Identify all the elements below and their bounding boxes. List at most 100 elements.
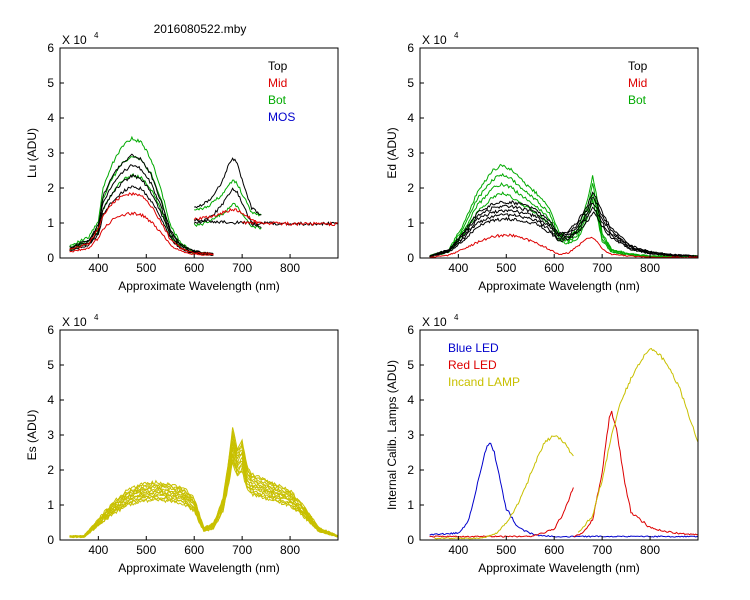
x-tick-label: 400 [448,543,468,557]
series-line-top [69,173,214,256]
x-tick-label: 500 [136,261,156,275]
y-tick-label: 6 [47,323,54,337]
x-tick-label: 600 [184,543,204,557]
x-tick-label: 400 [88,543,108,557]
x-tick-label: 800 [640,261,660,275]
series-line-mid [429,233,698,258]
series-line-bot [193,202,262,230]
y-tick-label: 6 [47,41,54,55]
series-line-incand-lamp-segment- [434,435,574,540]
x-tick-label: 500 [496,543,516,557]
series-line-red-led-segment- [429,487,574,538]
series-line-top [429,197,698,257]
y-axis-label: Internal Calib. Lamps (ADU) [385,360,399,510]
series-line-incand-lamp [577,347,698,533]
legend-entry: Top [268,59,288,73]
x-tick-label: 700 [232,261,252,275]
y-tick-label: 4 [407,393,414,407]
y-tick-label: 5 [407,76,414,90]
series-line-red-led [573,410,698,538]
y-tick-label: 4 [407,111,414,125]
y-tick-label: 1 [47,498,54,512]
legend-entry: Bot [268,93,287,107]
series-line-top [194,157,262,216]
y-axis-label: Lu (ADU) [25,128,39,178]
y-tick-label: 2 [407,181,414,195]
chart-panel-3: 400 500 600 700 800 0 1 2 3 4 5 6 X 10 4 Approximate W… [25,313,339,575]
plot-frame [419,47,699,259]
series-line-es [69,427,338,537]
y-tick-label: 1 [47,216,54,230]
series-line-mid [241,220,338,227]
y-tick-label: 5 [47,76,54,90]
legend-entry: Incand LAMP [448,375,520,389]
x-tick-label: 500 [136,543,156,557]
exponent-superscript: 4 [454,31,459,40]
y-tick-label: 0 [407,251,414,265]
series-line-bot [194,179,262,217]
legend-entry: Blue LED [448,341,499,355]
y-tick-label: 5 [407,358,414,372]
y-tick-label: 4 [47,393,54,407]
y-tick-label: 6 [407,323,414,337]
series-group [429,347,698,540]
exponent-label: X 10 [62,33,87,47]
x-tick-label: 800 [640,543,660,557]
x-tick-label: 600 [544,543,564,557]
x-tick-label: 500 [496,261,516,275]
legend-entry: Red LED [448,358,497,372]
y-axis-label: Es (ADU) [25,410,39,461]
exponent-superscript: 4 [94,313,99,322]
y-tick-label: 3 [47,428,54,442]
x-tick-label: 400 [448,261,468,275]
series-line-es [69,443,338,538]
x-tick-label: 700 [592,261,612,275]
series-line-top [429,206,698,258]
exponent-label: X 10 [422,33,447,47]
series-line-es [69,446,338,538]
y-tick-label: 3 [407,428,414,442]
series-group [69,135,338,256]
y-tick-label: 2 [47,463,54,477]
x-axis-label: Approximate Wavelength (nm) [478,561,640,575]
chart-panel-2: 400 500 600 700 800 0 1 2 3 4 5 6 X 10 4 Approximate W… [385,31,699,293]
series-line-mid [69,191,214,256]
y-tick-label: 3 [47,146,54,160]
series-line-mid [193,207,262,224]
y-tick-label: 2 [407,463,414,477]
y-tick-label: 1 [407,216,414,230]
y-tick-label: 0 [407,533,414,547]
series-line-es [69,448,338,538]
series-line-blue-led [429,442,698,538]
legend-entry: Mid [268,76,287,90]
exponent-label: X 10 [422,315,447,329]
series-line-es [69,437,338,538]
x-tick-label: 800 [280,261,300,275]
y-tick-label: 6 [407,41,414,55]
figure-title: 2016080522.mby [154,22,247,36]
y-tick-label: 3 [407,146,414,160]
series-line-top [69,153,214,255]
y-tick-label: 0 [47,533,54,547]
series-line-es [69,430,338,538]
series-line-mid [69,211,214,256]
series-line-es [69,439,338,538]
x-tick-label: 600 [544,261,564,275]
y-tick-label: 4 [47,111,54,125]
chart-panel-1: 400 500 600 700 800 0 1 2 3 4 5 6 X 10 4 Approximate W… [25,31,339,293]
series-line-es [69,434,338,538]
series-line-bot [429,172,698,258]
legend-entry: Top [628,59,648,73]
x-axis-label: Approximate Wavelength (nm) [118,561,280,575]
x-tick-label: 700 [592,543,612,557]
exponent-superscript: 4 [94,31,99,40]
y-tick-label: 0 [47,251,54,265]
series-line-es [69,454,338,538]
legend-entry: Mid [628,76,647,90]
plot-frame [59,47,339,259]
x-tick-label: 800 [280,543,300,557]
exponent-superscript: 4 [454,313,459,322]
x-tick-label: 600 [184,261,204,275]
y-tick-label: 5 [47,358,54,372]
